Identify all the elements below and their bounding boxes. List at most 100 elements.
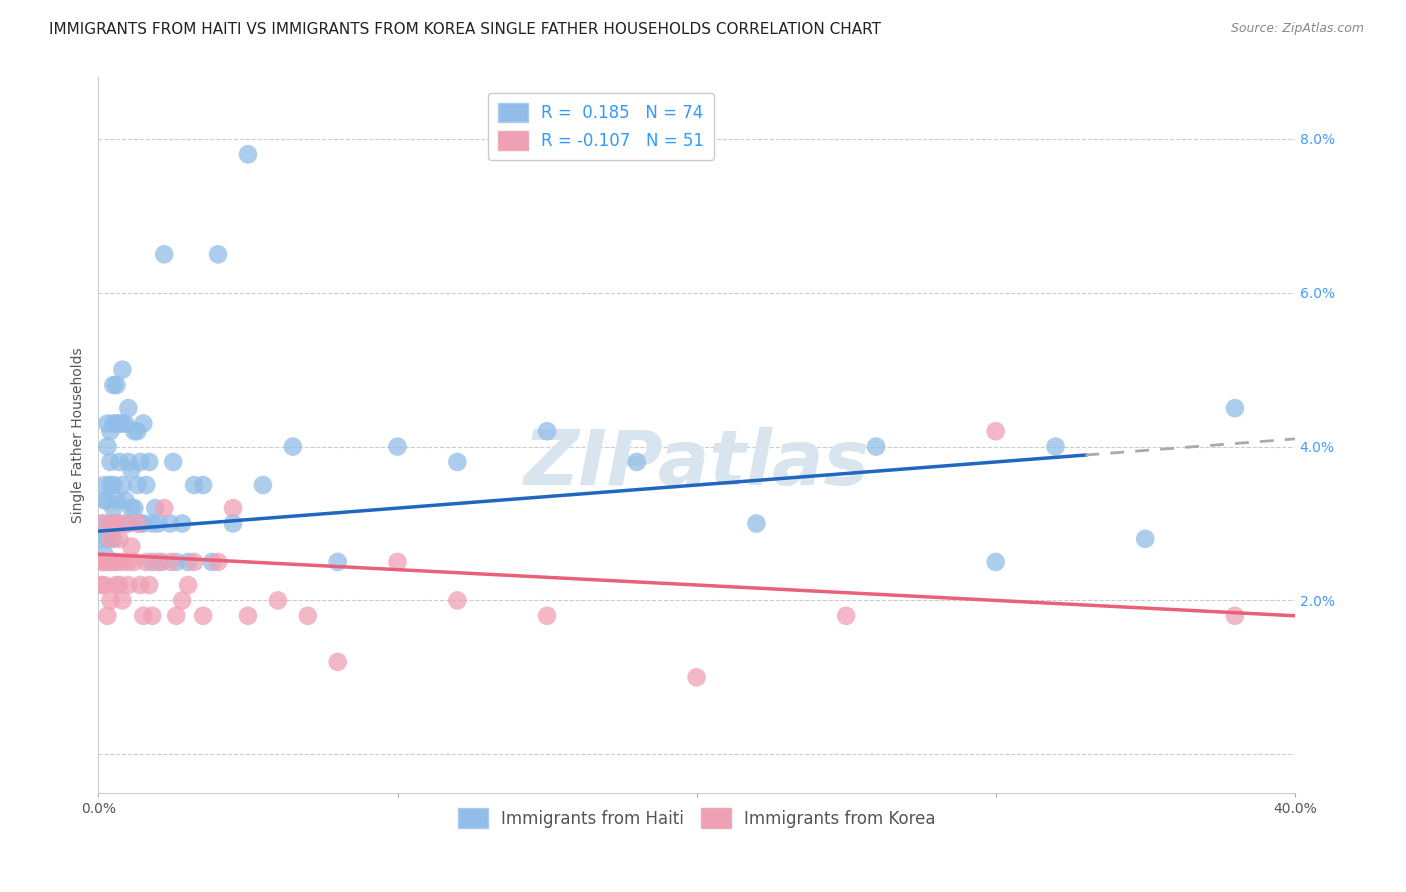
Point (165, 608, 187, 623)
Point (105, 378, 128, 392)
Point (103, 532, 125, 546)
Point (177, 578, 200, 592)
Point (105, 555, 128, 569)
Point (96, 555, 118, 569)
Point (108, 455, 131, 469)
Point (150, 555, 173, 569)
Point (93, 478, 115, 492)
Point (135, 555, 157, 569)
Point (267, 593, 290, 607)
Point (172, 593, 194, 607)
Y-axis label: Single Father Households: Single Father Households (72, 347, 86, 523)
Point (222, 516, 245, 531)
Point (114, 493, 136, 508)
Point (105, 578, 128, 592)
Point (685, 670, 707, 684)
Point (162, 455, 184, 469)
Point (148, 516, 170, 531)
Point (536, 424, 558, 438)
Point (100, 455, 122, 469)
Point (201, 555, 224, 569)
Point (138, 455, 160, 469)
Point (111, 417, 134, 431)
Point (124, 501, 146, 516)
Point (120, 501, 142, 516)
Point (93, 547, 115, 561)
Point (387, 440, 409, 454)
Point (222, 501, 245, 516)
Point (252, 478, 274, 492)
Point (127, 478, 149, 492)
Point (236, 147, 259, 161)
Point (90, 532, 112, 546)
Point (165, 555, 187, 569)
Point (172, 516, 194, 531)
Point (129, 516, 152, 531)
Text: Source: ZipAtlas.com: Source: ZipAtlas.com (1230, 22, 1364, 36)
Point (183, 555, 205, 569)
Point (96, 417, 118, 431)
Point (117, 555, 139, 569)
Point (143, 501, 166, 516)
Point (124, 555, 146, 569)
Point (207, 555, 229, 569)
Point (177, 555, 200, 569)
Point (159, 516, 181, 531)
Point (96, 440, 118, 454)
Point (117, 455, 139, 469)
Point (191, 608, 214, 623)
Point (626, 455, 648, 469)
Point (111, 555, 134, 569)
Point (984, 424, 1007, 438)
Point (191, 478, 214, 492)
Point (745, 516, 768, 531)
Point (297, 608, 319, 623)
Point (1223, 608, 1246, 623)
Point (183, 478, 205, 492)
Point (153, 247, 176, 261)
Point (100, 424, 122, 438)
Point (141, 555, 163, 569)
Point (1135, 532, 1157, 546)
Point (281, 440, 304, 454)
Point (114, 516, 136, 531)
Point (93, 493, 115, 508)
Point (108, 417, 131, 431)
Point (326, 555, 349, 569)
Point (446, 455, 468, 469)
Point (96, 608, 118, 623)
Point (103, 478, 125, 492)
Text: ZIPatlas: ZIPatlas (523, 426, 869, 500)
Point (96, 532, 118, 546)
Point (105, 417, 128, 431)
Point (111, 362, 134, 376)
Point (108, 578, 131, 592)
Point (132, 417, 155, 431)
Point (96, 493, 118, 508)
Point (100, 593, 122, 607)
Point (117, 401, 139, 416)
Point (117, 578, 139, 592)
Point (1223, 401, 1246, 416)
Point (120, 540, 142, 554)
Point (90, 516, 112, 531)
Point (326, 655, 349, 669)
Point (100, 516, 122, 531)
Point (159, 555, 181, 569)
Point (90, 578, 112, 592)
Point (387, 555, 409, 569)
Point (93, 516, 115, 531)
Point (127, 424, 149, 438)
Point (207, 247, 229, 261)
Point (90, 555, 112, 569)
Point (100, 555, 122, 569)
Point (148, 555, 170, 569)
Point (93, 555, 115, 569)
Point (835, 608, 858, 623)
Point (132, 516, 155, 531)
Point (100, 478, 122, 492)
Point (103, 516, 125, 531)
Point (103, 501, 125, 516)
Point (141, 516, 163, 531)
Point (100, 532, 122, 546)
